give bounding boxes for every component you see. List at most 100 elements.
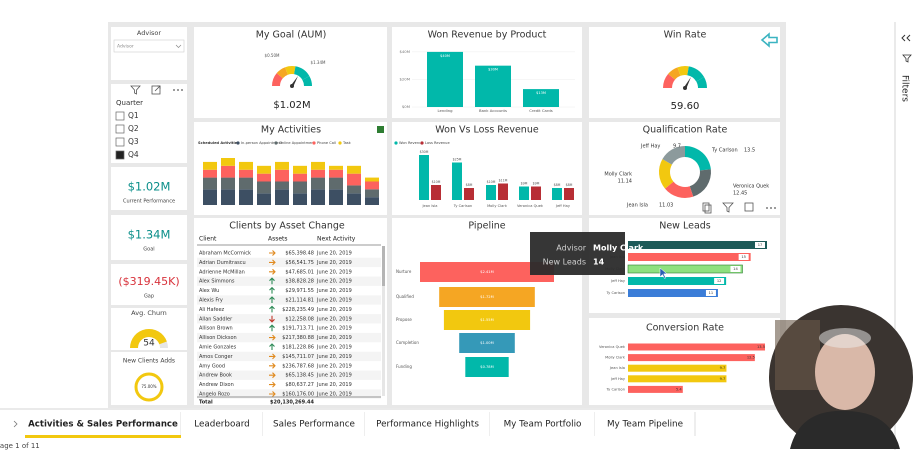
bar-segment bbox=[203, 169, 217, 178]
tab-label[interactable]: Activities & Sales Performance bbox=[28, 420, 178, 430]
gauge-needle bbox=[683, 77, 691, 88]
funnel-bar bbox=[439, 287, 535, 307]
data-label: 15 bbox=[741, 255, 746, 259]
bar bbox=[531, 186, 541, 200]
tab[interactable] bbox=[490, 410, 595, 439]
filter-icon[interactable] bbox=[130, 85, 141, 95]
legend-marker bbox=[394, 141, 398, 145]
checkbox[interactable] bbox=[115, 111, 125, 121]
chevron bbox=[175, 44, 182, 48]
scrollbar[interactable] bbox=[382, 246, 385, 396]
visual-title: Won Revenue by Product bbox=[428, 30, 547, 41]
dropdown-placeholder: Advisor bbox=[117, 44, 134, 50]
tab[interactable] bbox=[365, 410, 490, 439]
pane-title[interactable]: Filters bbox=[900, 75, 910, 102]
tab-label[interactable]: Sales Performance bbox=[273, 420, 355, 430]
slicer-option[interactable]: Q1 bbox=[128, 111, 139, 120]
bar-segment bbox=[275, 161, 289, 170]
scrollbar-thumb[interactable] bbox=[382, 246, 385, 286]
gauge-segment bbox=[663, 73, 676, 88]
collapse-icon[interactable] bbox=[901, 34, 911, 42]
tab-scroll[interactable] bbox=[13, 420, 18, 428]
tab-label[interactable]: Leaderboard bbox=[194, 420, 250, 430]
back-button[interactable] bbox=[760, 32, 778, 48]
tab[interactable] bbox=[595, 410, 695, 439]
focus-icon[interactable] bbox=[151, 85, 161, 95]
value-box bbox=[714, 278, 725, 284]
cell: June 20, 2019 bbox=[316, 363, 352, 369]
cell: June 20, 2019 bbox=[316, 326, 352, 332]
y-tick-label: Ty Carlson bbox=[606, 387, 625, 391]
focus-icon[interactable] bbox=[744, 202, 754, 212]
y-tick-label: $0M bbox=[402, 104, 410, 109]
expand-icon[interactable] bbox=[377, 126, 384, 133]
gauge-value: 54 bbox=[143, 339, 155, 349]
dot bbox=[177, 89, 179, 91]
x-tick-label: Jean Isla bbox=[421, 204, 437, 208]
checkbox[interactable] bbox=[115, 124, 125, 134]
gauge-value: 59.60 bbox=[671, 101, 700, 112]
row-stripe bbox=[197, 276, 381, 286]
slicer-option[interactable]: Q3 bbox=[128, 137, 139, 146]
tab[interactable] bbox=[181, 410, 263, 439]
data-label: $1.00M bbox=[480, 341, 493, 345]
kpi-value: $1.02M bbox=[128, 180, 171, 194]
trend-arrow bbox=[269, 353, 276, 360]
tab-label[interactable]: My Team Portfolio bbox=[504, 420, 582, 430]
copy-icon[interactable] bbox=[702, 202, 710, 212]
cell: Amie Gonzales bbox=[199, 345, 237, 351]
bar-segment bbox=[275, 169, 289, 182]
data-label: $30M bbox=[488, 68, 498, 72]
cell: Abraham McCormick bbox=[199, 251, 251, 257]
data-label: $11M bbox=[499, 179, 508, 183]
cell: $145,711.07 bbox=[282, 354, 314, 360]
cell: Angelo Rozo bbox=[199, 392, 230, 398]
bar bbox=[628, 385, 683, 393]
tab-label[interactable]: My Team Pipeline bbox=[607, 420, 683, 430]
tab[interactable] bbox=[25, 410, 181, 439]
cell: June 20, 2019 bbox=[316, 269, 352, 275]
ring-value: 75.00% bbox=[141, 384, 156, 389]
more-icon[interactable] bbox=[173, 89, 183, 91]
dot bbox=[766, 207, 768, 209]
slicer-option[interactable]: Q2 bbox=[128, 124, 139, 133]
bar-segment bbox=[311, 189, 325, 205]
bar-segment bbox=[311, 161, 325, 170]
bar-segment bbox=[329, 169, 343, 178]
legend-label: In-person Appointment bbox=[241, 141, 283, 145]
value-box bbox=[755, 242, 765, 248]
data-label: 12.5 bbox=[747, 356, 755, 360]
cell: June 20, 2019 bbox=[316, 279, 352, 285]
bar-segment bbox=[203, 189, 217, 205]
bar bbox=[419, 155, 429, 200]
legend-marker bbox=[312, 141, 316, 145]
cell: Amos Conger bbox=[199, 354, 234, 360]
row-stripe bbox=[197, 314, 381, 324]
checkbox[interactable] bbox=[115, 137, 125, 147]
filter-icon[interactable] bbox=[722, 202, 734, 213]
legend-marker bbox=[274, 141, 278, 145]
stage-label: Propose bbox=[396, 317, 412, 322]
slicer-option[interactable]: Q4 bbox=[128, 150, 139, 159]
bar-segment bbox=[365, 181, 379, 190]
tab-label[interactable]: Performance Highlights bbox=[376, 420, 479, 430]
y-tick-label: Ty Carlson bbox=[606, 291, 625, 295]
tab[interactable] bbox=[263, 410, 365, 439]
bar-segment bbox=[365, 177, 379, 182]
bar bbox=[475, 65, 511, 107]
legend-label: Loss Revenue bbox=[425, 141, 450, 145]
visual-title: Win Rate bbox=[664, 30, 707, 41]
more-icon[interactable] bbox=[766, 207, 776, 209]
legend-marker bbox=[236, 141, 240, 145]
data-label: 9.7 bbox=[720, 366, 726, 370]
copy-icon-back bbox=[704, 204, 712, 214]
funnel-bar bbox=[420, 262, 554, 282]
dropdown[interactable] bbox=[113, 39, 185, 53]
value-box bbox=[738, 254, 749, 260]
trend-arrow bbox=[269, 268, 276, 275]
data-label: 14 bbox=[733, 267, 738, 271]
tile bbox=[589, 122, 780, 215]
y-tick-label: $40M bbox=[399, 49, 410, 54]
checkbox[interactable] bbox=[115, 150, 125, 160]
tile bbox=[589, 318, 780, 405]
